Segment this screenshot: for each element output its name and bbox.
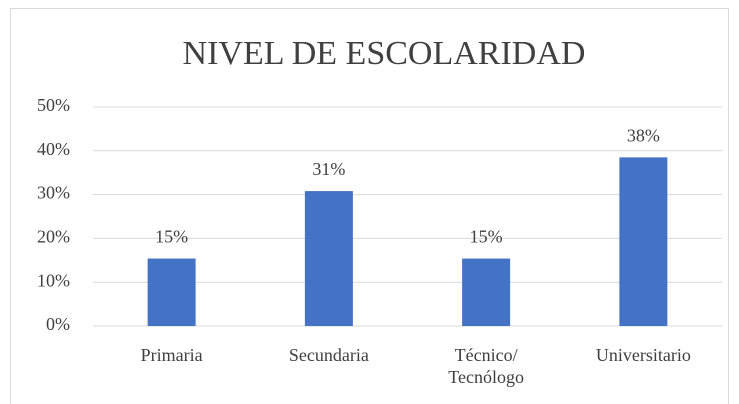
data-label: 15% <box>155 227 188 247</box>
data-label: 15% <box>470 227 503 247</box>
chart-title: NIVEL DE ESCOLARIDAD <box>183 35 586 72</box>
x-tick-label: Universitario <box>595 345 691 365</box>
data-label: 31% <box>312 159 345 179</box>
x-tick-label: Técnico/ Tecnólogo <box>448 345 524 387</box>
y-tick-label: 40% <box>37 139 70 159</box>
x-tick-label: Secundaria <box>288 345 369 365</box>
y-tick-label: 0% <box>46 314 70 334</box>
y-tick-label: 10% <box>37 270 70 290</box>
data-label: 38% <box>627 125 660 145</box>
bar <box>462 258 511 326</box>
x-tick-label: Primaria <box>140 345 203 365</box>
y-tick-label: 50% <box>37 95 70 115</box>
y-tick-label: 30% <box>37 183 70 203</box>
chart-border <box>10 8 729 404</box>
y-tick-label: 20% <box>37 227 70 247</box>
bar <box>619 157 668 326</box>
bar <box>147 258 196 326</box>
bar <box>304 191 353 326</box>
